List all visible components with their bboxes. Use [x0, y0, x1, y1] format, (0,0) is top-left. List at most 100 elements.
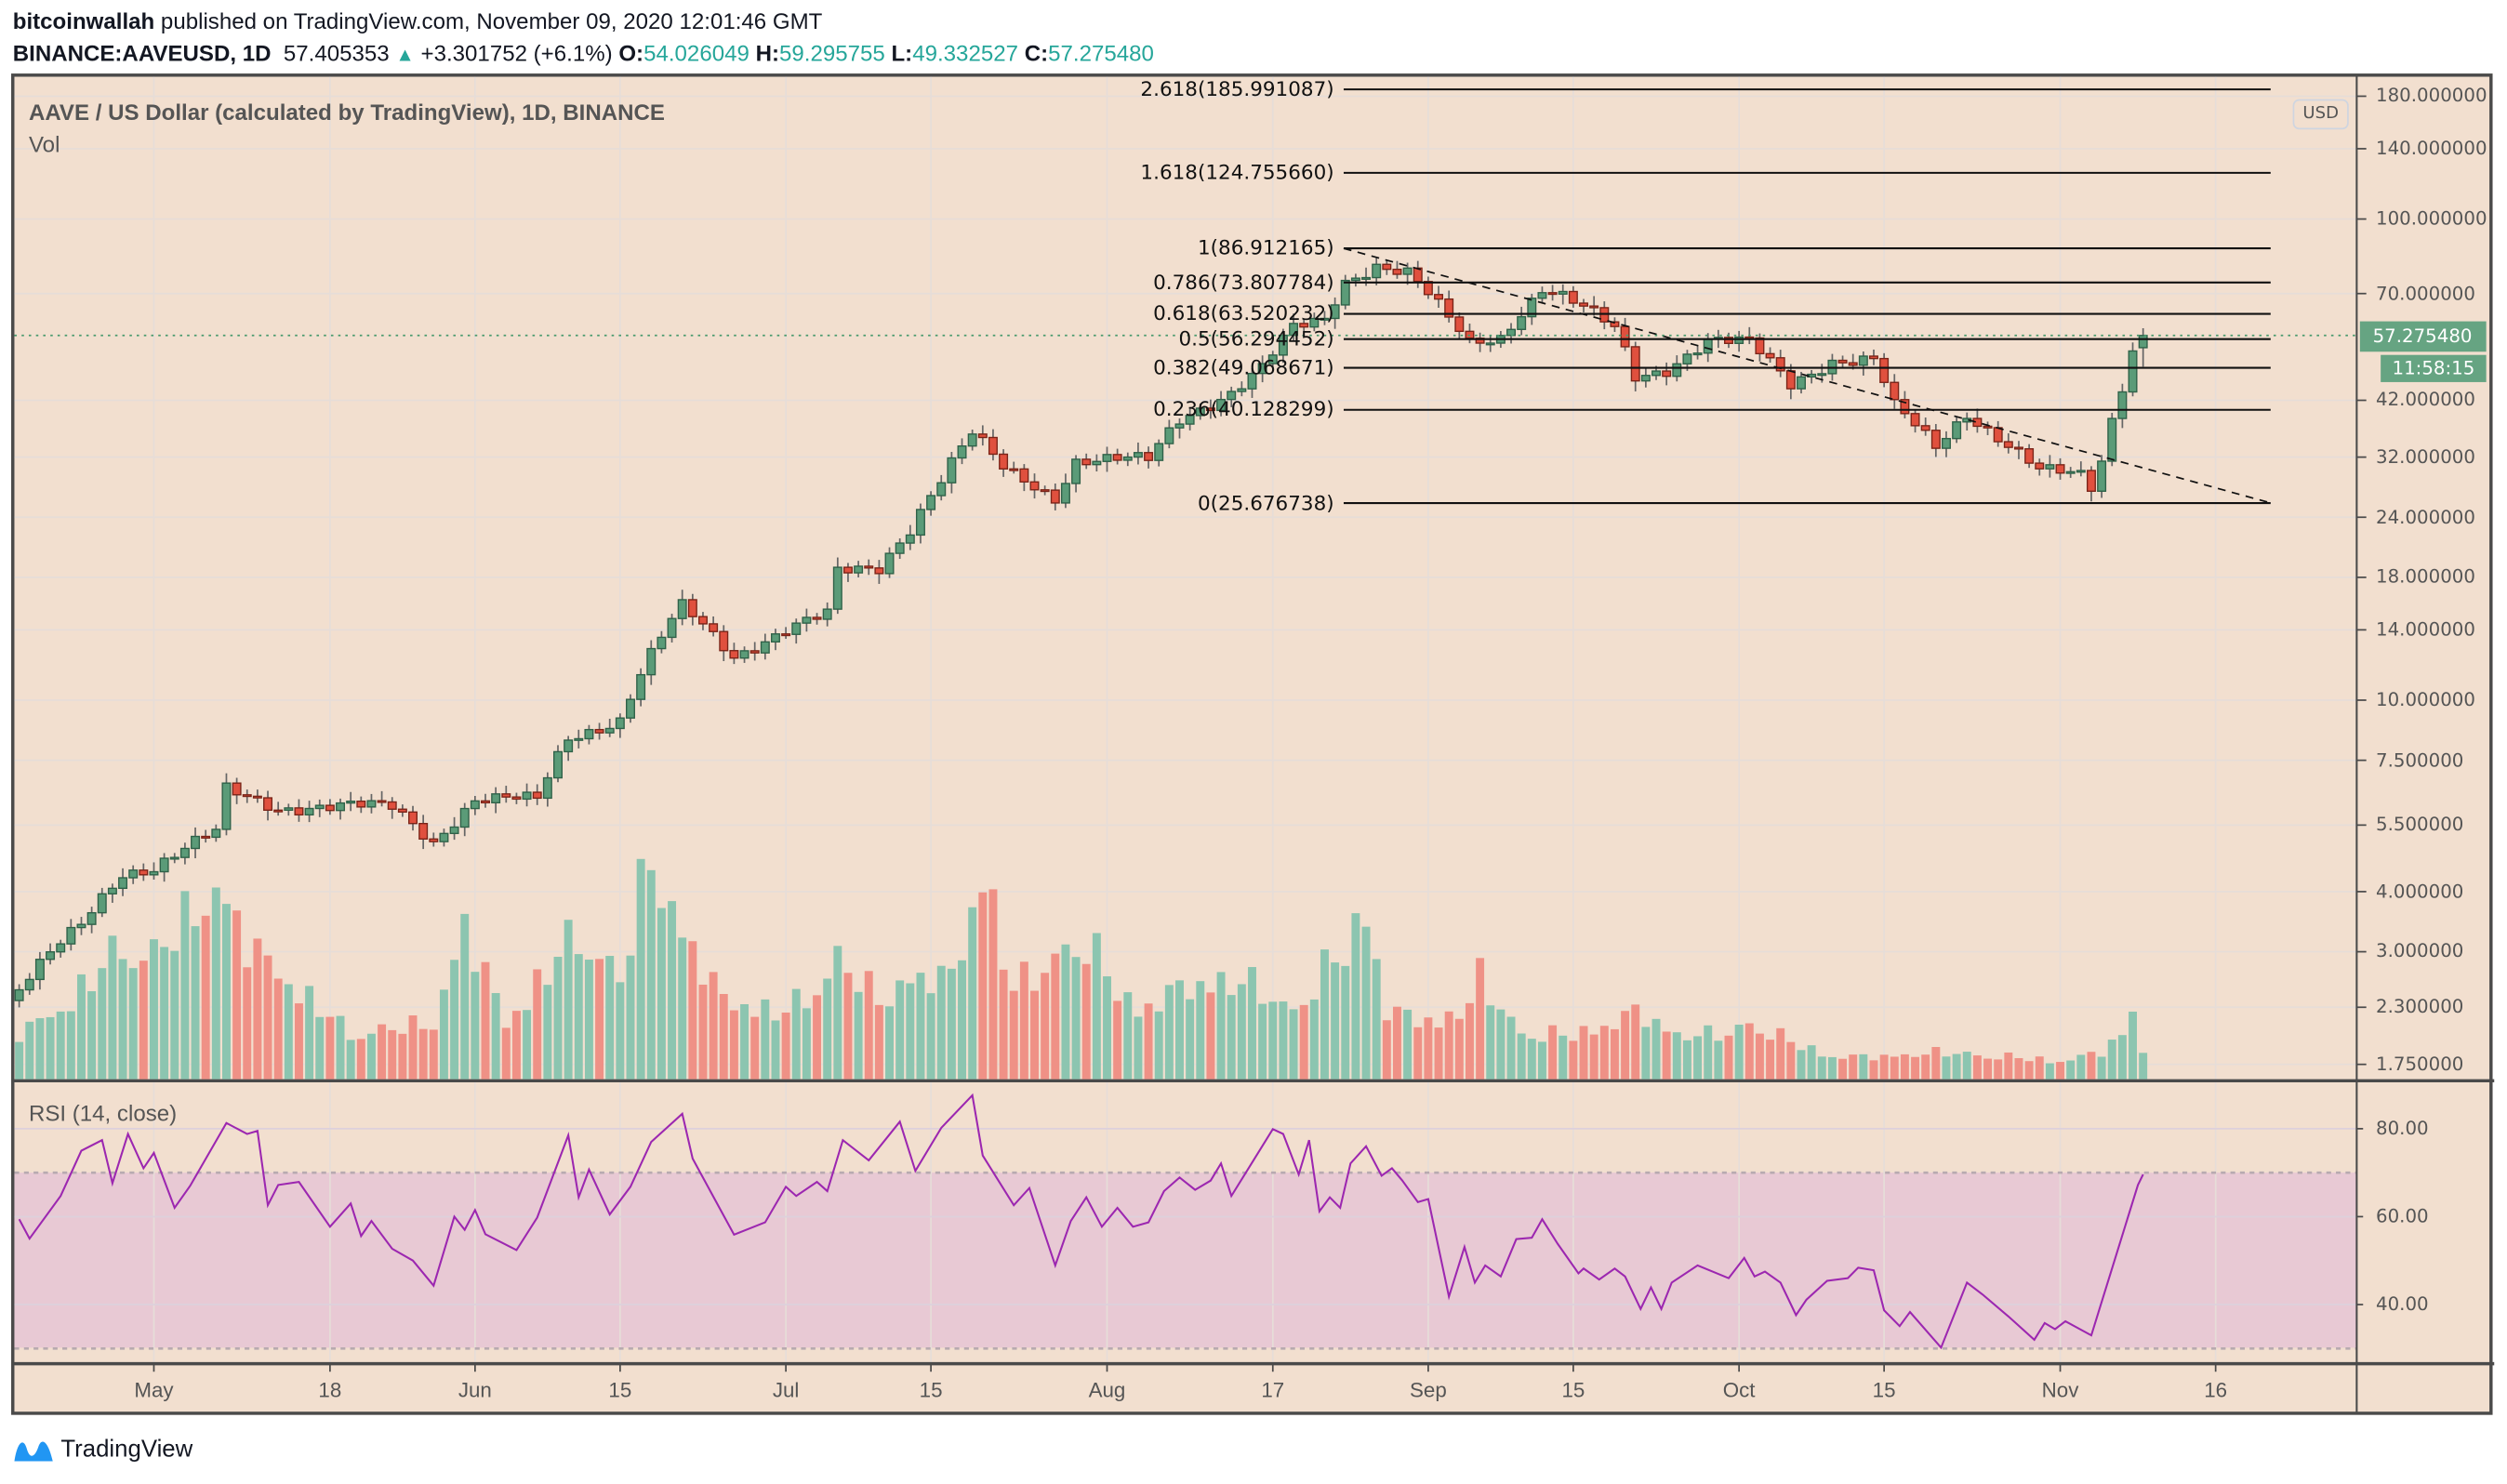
- volume-bar: [501, 1027, 511, 1080]
- candle-body: [1920, 425, 1930, 431]
- volume-bar: [1134, 1016, 1143, 1080]
- volume-bar: [1144, 1003, 1153, 1080]
- candle-body: [1993, 427, 2003, 443]
- candle-body: [2076, 470, 2086, 473]
- candle-body: [1620, 325, 1630, 348]
- volume-bar: [833, 946, 842, 1080]
- volume-bar: [2014, 1057, 2023, 1080]
- volume-label: Vol: [28, 130, 60, 157]
- volume-bar: [2035, 1056, 2044, 1080]
- candle-body: [1755, 337, 1765, 355]
- fib-level-label: 0.618(63.520232): [1153, 300, 1334, 325]
- candle-body: [1257, 363, 1267, 375]
- volume-bar: [1175, 980, 1184, 1080]
- volume-bar: [1766, 1040, 1775, 1080]
- time-axis-label: 16: [2204, 1378, 2228, 1402]
- volume-bar: [315, 1016, 325, 1080]
- candle-body: [729, 650, 739, 659]
- candle-body: [926, 495, 936, 510]
- candle-body: [470, 800, 480, 810]
- volume-bar: [201, 915, 210, 1080]
- volume-bar: [56, 1011, 65, 1080]
- candle-body: [564, 739, 574, 753]
- volume-bar: [1952, 1053, 1961, 1080]
- price-axis-label: 10.000000: [2376, 688, 2475, 711]
- volume-bar: [1393, 1006, 1401, 1080]
- volume-bar: [750, 1016, 760, 1080]
- candle-body: [2138, 335, 2148, 349]
- candle-body: [1589, 305, 1599, 309]
- candle-body: [1568, 290, 1578, 304]
- volume-bar: [813, 995, 822, 1080]
- candle-body: [356, 800, 366, 808]
- volume-bar: [843, 973, 853, 1080]
- volume-bar: [657, 908, 666, 1080]
- volume-bar: [1786, 1041, 1796, 1080]
- volume-bar: [2107, 1040, 2116, 1080]
- volume-bar: [636, 858, 645, 1080]
- candle-body: [1485, 342, 1495, 346]
- currency-button[interactable]: USD: [2292, 99, 2349, 130]
- volume-bar: [1869, 1060, 1878, 1080]
- publisher-name[interactable]: bitcoinwallah: [12, 7, 155, 34]
- candle-body: [2013, 446, 2023, 450]
- volume-bar: [823, 978, 832, 1080]
- candle-body: [1402, 267, 1413, 275]
- time-axis-label: May: [134, 1378, 174, 1402]
- rsi-label: RSI (14, close): [28, 1099, 178, 1126]
- candle-body: [1952, 421, 1962, 440]
- candle-body: [791, 622, 802, 635]
- volume-bar: [418, 1028, 428, 1080]
- price-axis-label: 18.000000: [2376, 564, 2475, 589]
- candle-body: [1112, 454, 1122, 461]
- candle-body: [977, 433, 988, 439]
- time-axis-label: 15: [919, 1378, 943, 1402]
- candle-body: [687, 599, 697, 617]
- candle-body: [574, 737, 584, 741]
- volume-bar: [740, 1003, 749, 1080]
- volume-bar: [999, 969, 1008, 1080]
- price-change: +3.301752 (+6.1%): [420, 39, 613, 66]
- volume-bar: [1983, 1058, 1993, 1080]
- candle-body: [2086, 470, 2096, 492]
- candle-body: [1692, 352, 1703, 356]
- candle-body: [1382, 263, 1392, 271]
- bar-countdown: 11:58:15: [2381, 354, 2487, 382]
- volume-bar: [1838, 1058, 1848, 1080]
- volume-bar: [968, 907, 977, 1080]
- main-pane-title: AAVE / US Dollar (calculated by TradingV…: [28, 99, 665, 126]
- volume-bar: [160, 947, 169, 1080]
- fib-level-label: 0.382(49.068671): [1153, 354, 1334, 379]
- candle-body: [1267, 354, 1278, 364]
- candle-body: [149, 870, 159, 876]
- volume-bar: [1972, 1055, 1982, 1080]
- volume-bar: [1279, 1001, 1288, 1080]
- volume-bar: [781, 1013, 790, 1080]
- candle-body: [854, 565, 864, 574]
- rsi-line: [18, 1093, 2144, 1350]
- price-axis-label: 100.000000: [2376, 206, 2487, 230]
- candle-body: [1662, 370, 1672, 378]
- candle-body: [657, 636, 667, 650]
- volume-bar: [1041, 973, 1050, 1080]
- tradingview-logo[interactable]: TradingView: [13, 1434, 192, 1463]
- volume-bar: [729, 1010, 738, 1080]
- candle-body: [86, 911, 97, 925]
- current-price-tag: 57.275480: [2359, 321, 2487, 352]
- candle-body: [191, 835, 201, 850]
- volume-bar: [1931, 1047, 1941, 1080]
- volume-bar: [263, 955, 272, 1080]
- price-axis-label: 4.000000: [2376, 880, 2464, 903]
- candle-body: [1164, 427, 1174, 444]
- candle-body: [294, 807, 304, 816]
- volume-bar: [511, 1011, 521, 1080]
- volume-bar: [1714, 1040, 1723, 1080]
- volume-bar: [2097, 1056, 2106, 1080]
- candle-body: [615, 717, 625, 730]
- volume-bar: [1331, 962, 1340, 1080]
- price-axis-label: 7.500000: [2376, 748, 2464, 771]
- volume-bar: [408, 1015, 418, 1080]
- candle-body: [1392, 268, 1402, 275]
- volume-bar: [1890, 1056, 1899, 1080]
